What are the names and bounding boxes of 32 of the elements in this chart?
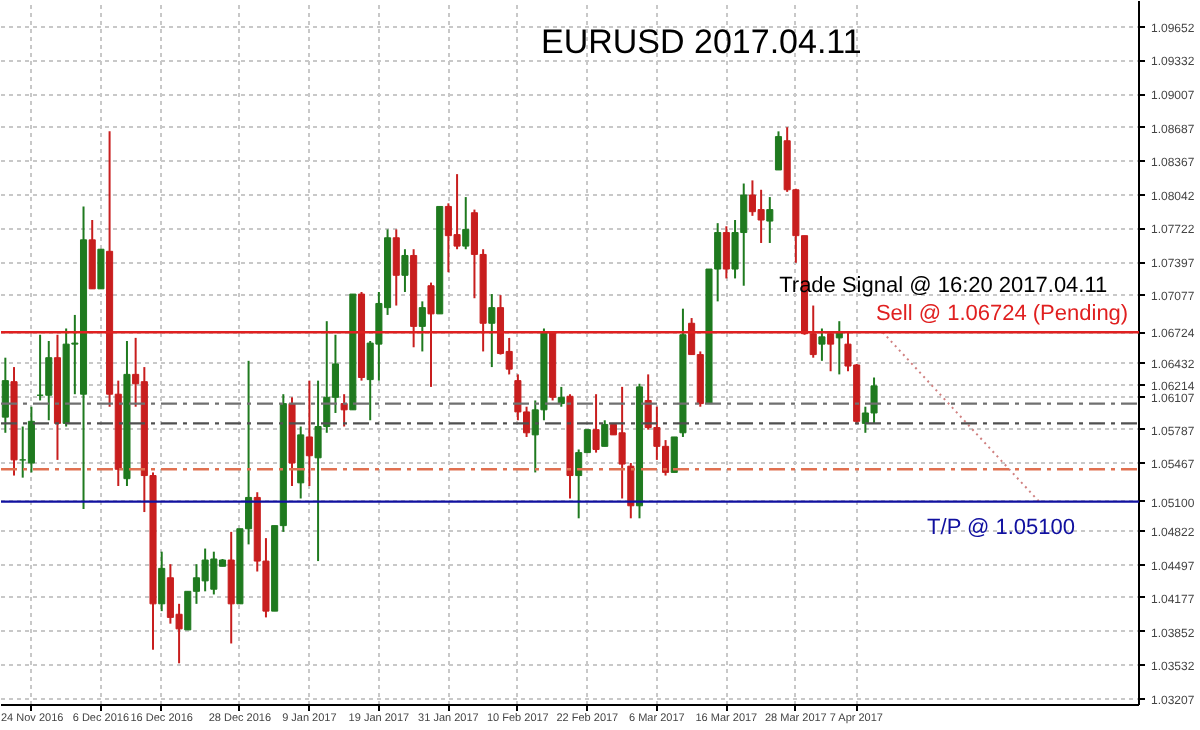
ref-line-label: T/P @ 1.05100 (927, 515, 1076, 540)
candlestick (19, 425, 27, 479)
candlestick (401, 248, 409, 293)
candlestick (27, 405, 35, 474)
candlestick (158, 550, 166, 613)
candlestick (453, 173, 461, 251)
candlestick (818, 327, 826, 362)
candlestick (601, 419, 609, 448)
text: EURUSD 2017.04.11 (541, 23, 862, 61)
candlestick (488, 293, 496, 369)
candlestick (766, 196, 774, 244)
candlestick (418, 300, 426, 353)
candlestick (592, 393, 600, 454)
candlestick (462, 196, 470, 251)
candlestick (774, 130, 783, 171)
candlestick (314, 379, 322, 563)
candlestick (97, 248, 105, 290)
candlestick (827, 330, 835, 373)
candlestick (340, 393, 348, 428)
candlestick (45, 340, 53, 422)
candlestick (1, 356, 9, 434)
candlestick (427, 281, 435, 388)
candlestick (618, 385, 626, 500)
candlestick (757, 188, 765, 244)
candlestick (870, 376, 878, 425)
ref-line-label: Sell @ 1.06724 (Pending) (875, 302, 1129, 327)
candlestick (227, 530, 235, 645)
candlestick (297, 425, 305, 500)
candlestick (392, 228, 400, 307)
candlestick (722, 225, 730, 280)
candlestick (670, 435, 678, 474)
candlestick (305, 379, 313, 487)
